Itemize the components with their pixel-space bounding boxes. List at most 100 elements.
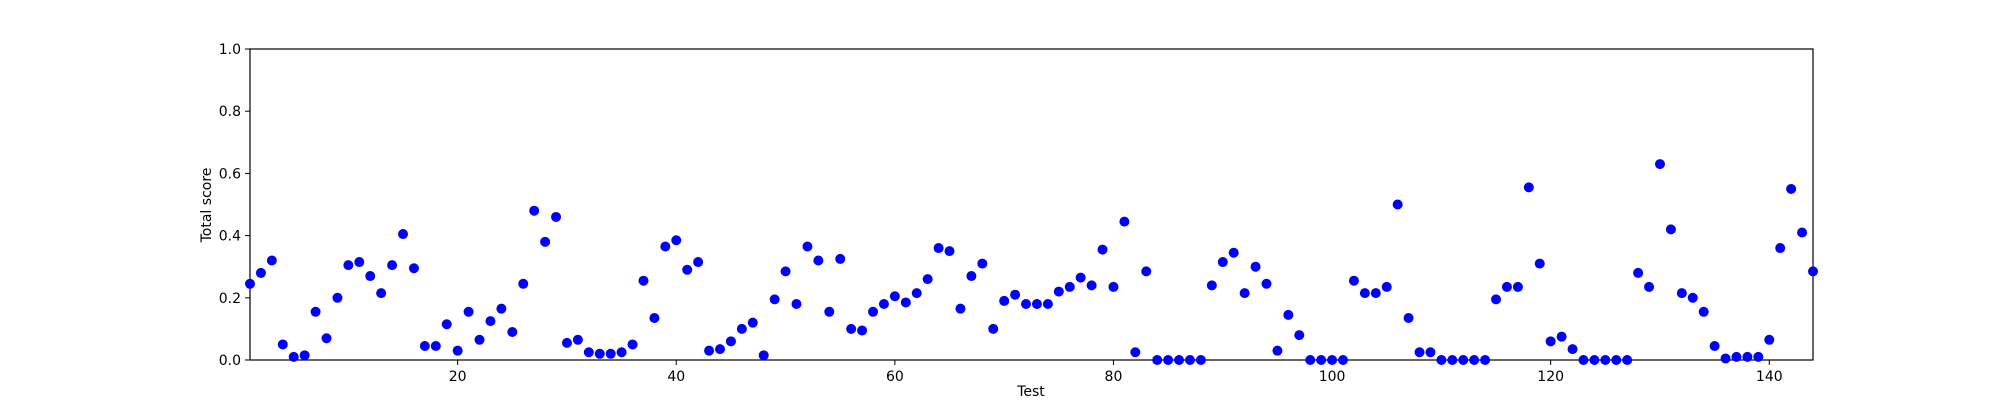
data-point xyxy=(1797,227,1808,238)
data-point xyxy=(365,271,376,282)
data-point xyxy=(1217,257,1228,268)
data-point xyxy=(1250,261,1261,272)
data-point xyxy=(1272,345,1283,356)
data-point xyxy=(933,243,944,254)
data-point xyxy=(354,257,365,268)
data-point xyxy=(583,347,594,358)
data-point xyxy=(430,341,441,352)
data-point xyxy=(343,260,354,271)
data-point xyxy=(1228,247,1239,258)
data-point xyxy=(1414,347,1425,358)
data-point xyxy=(1742,351,1753,362)
data-point xyxy=(835,253,846,264)
x-axis-label: Test xyxy=(1016,384,1045,400)
data-point xyxy=(452,345,463,356)
data-point xyxy=(1512,281,1523,292)
data-point xyxy=(463,306,474,317)
data-point xyxy=(1720,353,1731,364)
data-point xyxy=(791,299,802,310)
data-point xyxy=(529,205,540,216)
data-point xyxy=(1163,355,1174,365)
data-point xyxy=(1305,355,1316,365)
data-point xyxy=(1206,280,1217,291)
data-point xyxy=(1239,288,1250,299)
y-tick-label: 0.4 xyxy=(219,229,241,245)
data-point xyxy=(507,327,518,338)
data-point xyxy=(911,288,922,299)
x-tick-label: 100 xyxy=(1319,369,1346,385)
x-tick-label: 120 xyxy=(1537,369,1564,385)
data-point xyxy=(398,229,409,240)
data-point xyxy=(1370,288,1381,299)
data-point xyxy=(1097,244,1108,255)
data-point xyxy=(321,333,332,344)
data-point xyxy=(1447,355,1458,365)
data-point xyxy=(1327,355,1338,365)
data-point xyxy=(1458,355,1469,365)
x-tick-label: 60 xyxy=(886,369,904,385)
data-point xyxy=(1676,288,1687,299)
data-point xyxy=(1436,355,1447,365)
data-point xyxy=(1283,309,1294,320)
data-point xyxy=(1786,183,1797,194)
data-point xyxy=(1053,286,1064,297)
data-point xyxy=(1589,355,1600,365)
data-point xyxy=(747,317,758,328)
y-tick-label: 0.0 xyxy=(219,353,241,369)
data-point xyxy=(660,241,671,252)
data-point xyxy=(1130,347,1141,358)
data-point xyxy=(813,255,824,266)
data-point xyxy=(1359,288,1370,299)
x-tick-label: 40 xyxy=(667,369,685,385)
data-point xyxy=(1731,351,1742,362)
data-point xyxy=(671,235,682,246)
data-point xyxy=(310,306,321,317)
data-point xyxy=(1556,331,1567,342)
data-point xyxy=(1469,355,1480,365)
data-point xyxy=(1633,267,1644,278)
data-point xyxy=(1523,182,1534,193)
data-point xyxy=(758,350,769,361)
x-tick-label: 20 xyxy=(449,369,467,385)
data-point xyxy=(1119,216,1130,227)
data-point xyxy=(1480,355,1491,365)
data-point xyxy=(1184,355,1195,365)
data-point xyxy=(551,211,562,222)
data-point xyxy=(1316,355,1327,365)
data-point xyxy=(1775,243,1786,254)
data-point xyxy=(1622,355,1633,365)
data-point xyxy=(1348,275,1359,286)
data-point xyxy=(245,278,255,289)
data-point xyxy=(714,344,725,355)
axis-ticks: 20 40 60 80 100 120 140 0.0 0.2 0.4 0.6 0.8 1.0 xyxy=(219,42,1783,385)
x-tick-label: 80 xyxy=(1105,369,1123,385)
data-point xyxy=(1086,280,1097,291)
data-point xyxy=(627,339,638,350)
y-tick-label: 0.8 xyxy=(219,104,241,120)
data-point xyxy=(736,323,747,334)
data-point xyxy=(944,246,955,257)
data-point xyxy=(682,264,693,275)
data-point xyxy=(561,337,572,348)
data-point xyxy=(966,271,977,282)
data-point xyxy=(638,275,649,286)
data-point xyxy=(857,325,868,336)
data-point xyxy=(299,350,310,361)
data-point xyxy=(955,303,966,314)
data-point xyxy=(1491,294,1502,305)
data-point xyxy=(704,345,715,356)
data-point xyxy=(496,303,507,314)
data-point xyxy=(485,316,496,327)
data-point xyxy=(846,323,857,334)
y-tick-label: 1.0 xyxy=(219,42,241,58)
data-point xyxy=(769,294,780,305)
data-points xyxy=(245,159,1818,365)
data-point xyxy=(1075,272,1086,283)
data-point xyxy=(1381,281,1392,292)
data-point xyxy=(277,339,288,350)
data-point xyxy=(1152,355,1163,365)
data-point xyxy=(1261,278,1272,289)
y-axis-label: Total score xyxy=(199,168,215,244)
y-tick-label: 0.2 xyxy=(219,291,241,307)
data-point xyxy=(1698,306,1709,317)
